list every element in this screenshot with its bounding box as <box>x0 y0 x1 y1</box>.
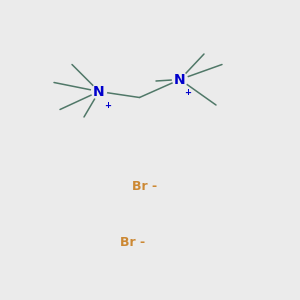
Text: N: N <box>174 73 186 86</box>
Text: Br -: Br - <box>132 179 157 193</box>
Text: Br -: Br - <box>120 236 145 250</box>
Text: +: + <box>184 88 191 97</box>
Text: N: N <box>93 85 105 98</box>
Circle shape <box>172 72 188 87</box>
Circle shape <box>92 84 106 99</box>
Text: +: + <box>104 101 111 110</box>
